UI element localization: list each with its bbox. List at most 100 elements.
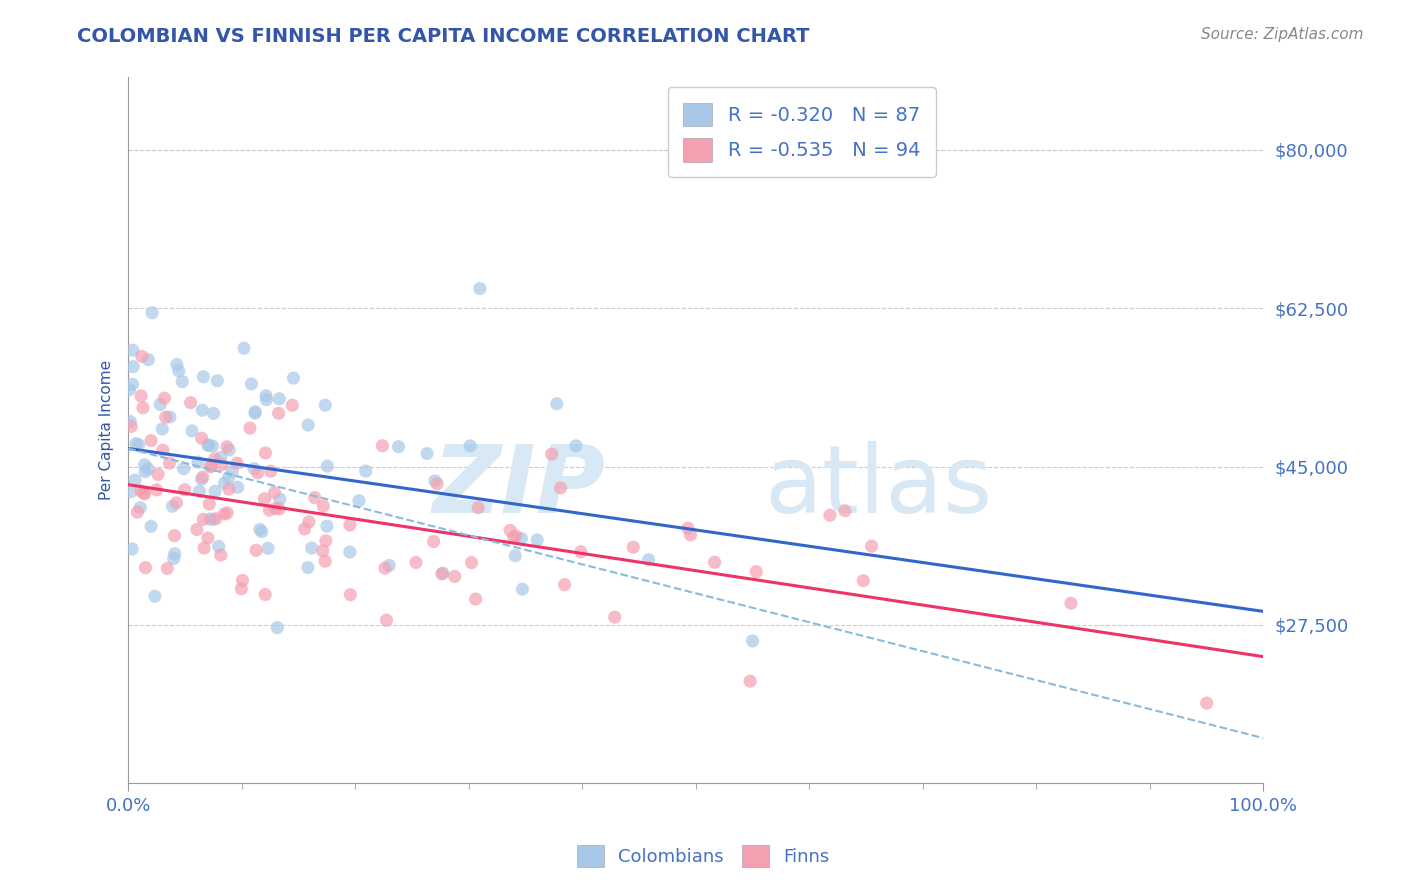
- Point: [1060, 596, 1083, 610]
- Point: [269, 492, 291, 507]
- Point: [499, 524, 522, 538]
- Point: [193, 512, 215, 526]
- Point: [202, 406, 225, 420]
- Point: [314, 554, 336, 568]
- Point: [267, 406, 290, 420]
- Point: [423, 474, 446, 488]
- Point: [243, 405, 266, 419]
- Point: [131, 350, 153, 364]
- Point: [745, 565, 768, 579]
- Point: [204, 484, 226, 499]
- Point: [603, 610, 626, 624]
- Point: [132, 486, 155, 500]
- Point: [121, 541, 143, 556]
- Point: [266, 621, 288, 635]
- Point: [163, 551, 186, 566]
- Point: [371, 439, 394, 453]
- Point: [245, 543, 267, 558]
- Point: [432, 566, 454, 581]
- Point: [217, 506, 239, 520]
- Point: [301, 541, 323, 555]
- Point: [134, 465, 156, 479]
- Point: [215, 440, 238, 454]
- Point: [281, 398, 304, 412]
- Point: [264, 501, 287, 516]
- Point: [250, 524, 273, 539]
- Point: [198, 497, 221, 511]
- Point: [314, 398, 336, 412]
- Point: [259, 503, 281, 517]
- Point: [204, 452, 226, 467]
- Point: [231, 574, 253, 588]
- Point: [181, 424, 204, 438]
- Point: [221, 464, 243, 478]
- Point: [190, 431, 212, 445]
- Point: [354, 464, 377, 478]
- Point: [540, 447, 562, 461]
- Point: [260, 464, 283, 478]
- Point: [703, 555, 725, 569]
- Point: [207, 374, 229, 388]
- Point: [637, 552, 659, 566]
- Point: [246, 466, 269, 480]
- Point: [180, 395, 202, 409]
- Point: [256, 392, 278, 407]
- Point: [134, 458, 156, 472]
- Point: [122, 343, 145, 358]
- Point: [152, 443, 174, 458]
- Point: [121, 377, 143, 392]
- Point: [125, 436, 148, 450]
- Point: [375, 613, 398, 627]
- Point: [157, 456, 180, 470]
- Point: [136, 462, 159, 476]
- Point: [339, 545, 361, 559]
- Point: [405, 556, 427, 570]
- Point: [430, 566, 453, 581]
- Point: [129, 500, 152, 515]
- Point: [120, 414, 142, 428]
- Point: [231, 582, 253, 596]
- Point: [129, 483, 152, 498]
- Text: COLOMBIAN VS FINNISH PER CAPITA INCOME CORRELATION CHART: COLOMBIAN VS FINNISH PER CAPITA INCOME C…: [77, 27, 810, 45]
- Point: [316, 459, 339, 474]
- Point: [134, 487, 156, 501]
- Point: [162, 499, 184, 513]
- Point: [505, 529, 527, 543]
- Point: [141, 306, 163, 320]
- Point: [127, 505, 149, 519]
- Point: [153, 391, 176, 405]
- Point: [676, 521, 699, 535]
- Legend: Colombians, Finns: Colombians, Finns: [569, 838, 837, 874]
- Point: [422, 534, 444, 549]
- Point: [143, 589, 166, 603]
- Point: [468, 282, 491, 296]
- Point: [254, 389, 277, 403]
- Point: [546, 397, 568, 411]
- Point: [155, 410, 177, 425]
- Point: [209, 450, 232, 465]
- Point: [163, 547, 186, 561]
- Point: [526, 533, 548, 547]
- Point: [120, 484, 142, 499]
- Point: [156, 561, 179, 575]
- Point: [134, 560, 156, 574]
- Point: [211, 458, 233, 472]
- Point: [188, 484, 211, 499]
- Point: [554, 577, 576, 591]
- Point: [200, 459, 222, 474]
- Point: [347, 493, 370, 508]
- Point: [510, 582, 533, 597]
- Point: [173, 483, 195, 497]
- Point: [297, 560, 319, 574]
- Point: [197, 531, 219, 545]
- Point: [426, 476, 449, 491]
- Point: [740, 674, 762, 689]
- Y-axis label: Per Capita Income: Per Capita Income: [100, 360, 114, 500]
- Point: [205, 511, 228, 525]
- Text: atlas: atlas: [763, 441, 993, 533]
- Point: [159, 409, 181, 424]
- Point: [257, 541, 280, 556]
- Point: [132, 401, 155, 415]
- Legend: R = -0.320   N = 87, R = -0.535   N = 94: R = -0.320 N = 87, R = -0.535 N = 94: [668, 87, 936, 178]
- Point: [254, 587, 277, 601]
